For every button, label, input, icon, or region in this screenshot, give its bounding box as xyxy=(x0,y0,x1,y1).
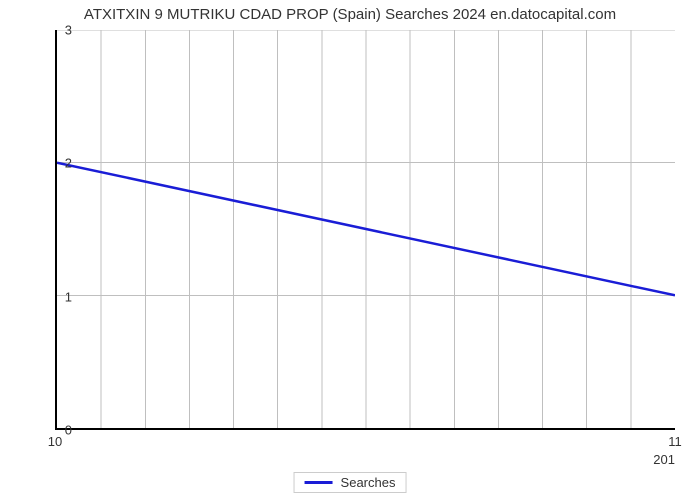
chart-container: ATXITXIN 9 MUTRIKU CDAD PROP (Spain) Sea… xyxy=(0,0,700,500)
plot-area xyxy=(55,30,675,430)
legend: Searches xyxy=(294,472,407,493)
legend-label-searches: Searches xyxy=(341,475,396,490)
xtick-1: 11 xyxy=(668,434,682,449)
legend-swatch-searches xyxy=(305,481,333,484)
chart-title: ATXITXIN 9 MUTRIKU CDAD PROP (Spain) Sea… xyxy=(0,6,700,23)
ytick-2: 2 xyxy=(32,156,72,171)
ytick-1: 1 xyxy=(32,289,72,304)
ytick-3: 3 xyxy=(32,23,72,38)
x-sublabel: 201 xyxy=(653,452,675,467)
plot-outer xyxy=(55,30,675,430)
xtick-0: 10 xyxy=(48,434,62,449)
